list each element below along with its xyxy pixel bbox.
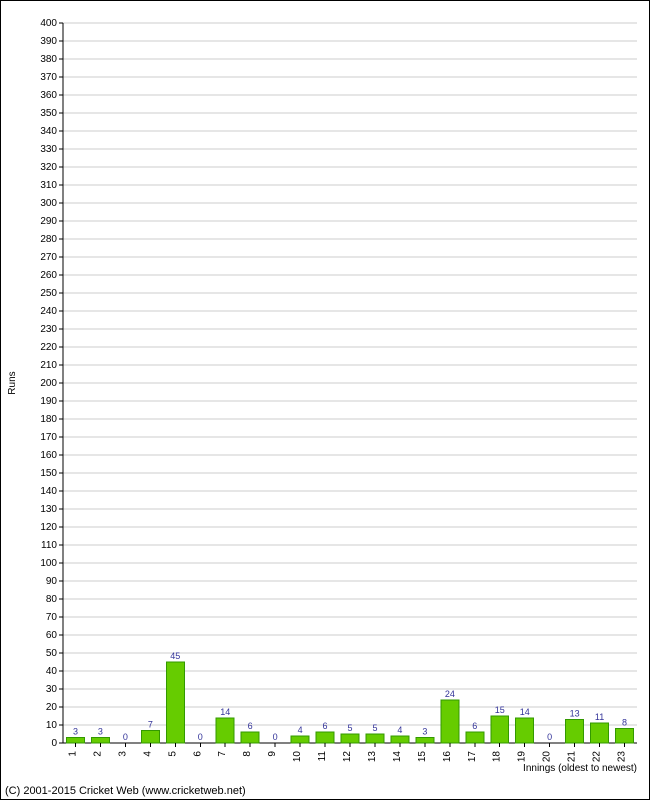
svg-text:130: 130 — [40, 504, 57, 515]
copyright-footer: (C) 2001-2015 Cricket Web (www.cricketwe… — [5, 785, 246, 797]
svg-text:14: 14 — [520, 707, 530, 717]
svg-text:17: 17 — [467, 751, 478, 763]
svg-text:12: 12 — [342, 751, 353, 763]
svg-text:30: 30 — [46, 684, 58, 695]
svg-text:11: 11 — [595, 712, 604, 722]
svg-text:80: 80 — [46, 594, 58, 605]
svg-text:20: 20 — [542, 751, 553, 763]
svg-text:6: 6 — [472, 721, 477, 731]
svg-text:90: 90 — [46, 576, 58, 587]
svg-text:400: 400 — [40, 18, 57, 29]
svg-text:23: 23 — [617, 751, 628, 763]
svg-text:11: 11 — [317, 751, 328, 762]
svg-text:10: 10 — [292, 751, 303, 763]
svg-text:0: 0 — [198, 732, 203, 742]
svg-text:240: 240 — [40, 306, 57, 317]
svg-text:160: 160 — [40, 450, 57, 461]
svg-text:13: 13 — [570, 709, 580, 719]
svg-text:18: 18 — [492, 751, 503, 763]
svg-text:370: 370 — [40, 72, 57, 83]
svg-text:13: 13 — [367, 751, 378, 763]
svg-text:280: 280 — [40, 234, 57, 245]
svg-text:8: 8 — [242, 751, 253, 757]
svg-text:4: 4 — [142, 751, 153, 757]
svg-text:170: 170 — [40, 432, 57, 443]
svg-text:14: 14 — [220, 707, 230, 717]
svg-text:270: 270 — [40, 252, 57, 263]
svg-text:110: 110 — [41, 540, 57, 551]
svg-text:0: 0 — [273, 732, 278, 742]
svg-text:60: 60 — [46, 630, 58, 641]
svg-text:Innings (oldest to newest): Innings (oldest to newest) — [523, 763, 637, 774]
svg-text:140: 140 — [40, 486, 57, 497]
svg-text:24: 24 — [445, 689, 455, 699]
svg-text:15: 15 — [495, 705, 505, 715]
svg-text:50: 50 — [46, 648, 58, 659]
svg-text:6: 6 — [192, 751, 203, 757]
svg-text:220: 220 — [40, 342, 57, 353]
svg-text:5: 5 — [372, 723, 377, 733]
svg-text:210: 210 — [40, 360, 57, 371]
svg-text:330: 330 — [40, 144, 57, 155]
svg-text:7: 7 — [148, 719, 153, 729]
svg-text:5: 5 — [347, 723, 352, 733]
svg-text:390: 390 — [40, 36, 57, 47]
svg-text:45: 45 — [170, 651, 180, 661]
svg-text:22: 22 — [592, 751, 603, 763]
svg-text:350: 350 — [40, 108, 57, 119]
svg-text:0: 0 — [51, 738, 57, 749]
svg-text:21: 21 — [567, 751, 578, 763]
svg-text:4: 4 — [298, 725, 303, 735]
svg-text:6: 6 — [248, 721, 253, 731]
svg-text:310: 310 — [40, 180, 57, 191]
svg-text:0: 0 — [547, 732, 552, 742]
svg-text:190: 190 — [40, 396, 57, 407]
svg-text:180: 180 — [40, 414, 57, 425]
svg-text:200: 200 — [40, 378, 57, 389]
svg-text:3: 3 — [98, 727, 103, 737]
svg-text:2: 2 — [92, 751, 103, 757]
svg-text:0: 0 — [123, 732, 128, 742]
svg-text:4: 4 — [397, 725, 402, 735]
svg-text:120: 120 — [40, 522, 57, 533]
svg-text:3: 3 — [117, 751, 128, 757]
svg-text:7: 7 — [217, 751, 228, 757]
svg-text:15: 15 — [417, 751, 428, 763]
svg-text:8: 8 — [622, 718, 627, 728]
svg-text:150: 150 — [40, 468, 57, 479]
svg-text:3: 3 — [73, 727, 78, 737]
svg-text:9: 9 — [267, 751, 278, 757]
svg-text:320: 320 — [40, 162, 57, 173]
svg-text:1: 1 — [67, 751, 78, 757]
chart-frame: 0102030405060708090100110120130140150160… — [0, 0, 650, 800]
svg-text:14: 14 — [392, 751, 403, 763]
svg-text:3: 3 — [422, 727, 427, 737]
svg-text:250: 250 — [40, 288, 57, 299]
svg-text:20: 20 — [46, 702, 58, 713]
svg-text:300: 300 — [40, 198, 57, 209]
svg-text:100: 100 — [40, 558, 57, 569]
svg-text:360: 360 — [40, 90, 57, 101]
svg-text:230: 230 — [40, 324, 57, 335]
svg-text:16: 16 — [442, 751, 453, 763]
svg-text:5: 5 — [167, 751, 178, 757]
svg-text:290: 290 — [40, 216, 57, 227]
runs-bar-chart: 0102030405060708090100110120130140150160… — [1, 11, 649, 781]
svg-text:260: 260 — [40, 270, 57, 281]
svg-text:340: 340 — [40, 126, 57, 137]
svg-text:6: 6 — [323, 721, 328, 731]
svg-text:19: 19 — [517, 751, 528, 763]
svg-text:10: 10 — [46, 720, 58, 731]
svg-text:70: 70 — [46, 612, 58, 623]
svg-text:Runs: Runs — [7, 371, 18, 394]
svg-text:380: 380 — [40, 54, 57, 65]
chart-container: 0102030405060708090100110120130140150160… — [1, 11, 649, 781]
svg-text:40: 40 — [46, 666, 58, 677]
